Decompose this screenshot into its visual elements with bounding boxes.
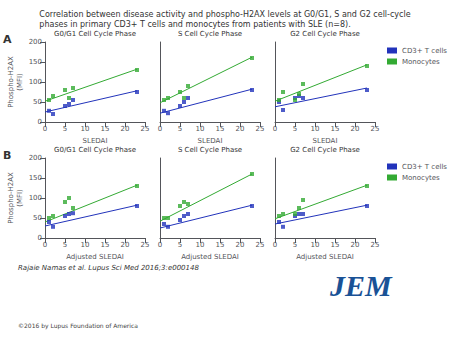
- svg-text:20: 20: [351, 125, 360, 133]
- svg-text:0: 0: [38, 234, 42, 242]
- svg-text:150: 150: [29, 58, 42, 66]
- svg-text:©2016 by Lupus Foundation of A: ©2016 by Lupus Foundation of America: [18, 322, 138, 330]
- svg-text:0: 0: [38, 118, 42, 126]
- svg-text:Adjusted SLEDAI: Adjusted SLEDAI: [66, 253, 124, 261]
- svg-text:S Cell Cycle Phase: S Cell Cycle Phase: [178, 30, 242, 38]
- svg-text:25: 25: [371, 241, 380, 249]
- svg-text:CD3+ T cells: CD3+ T cells: [402, 47, 447, 55]
- svg-text:10: 10: [311, 125, 320, 133]
- svg-text:Monocytes: Monocytes: [402, 174, 440, 182]
- svg-text:5: 5: [63, 241, 67, 249]
- svg-text:25: 25: [141, 241, 150, 249]
- svg-text:SLEDAI: SLEDAI: [198, 137, 223, 145]
- svg-text:15: 15: [216, 241, 225, 249]
- svg-text:50: 50: [33, 214, 42, 222]
- svg-text:100: 100: [29, 194, 42, 202]
- svg-text:CD3+ T cells: CD3+ T cells: [402, 163, 447, 171]
- svg-text:15: 15: [101, 241, 110, 249]
- svg-text:15: 15: [331, 125, 340, 133]
- svg-text:S Cell Cycle Phase: S Cell Cycle Phase: [178, 146, 242, 154]
- svg-text:JEM: JEM: [329, 269, 393, 302]
- svg-text:200: 200: [29, 38, 42, 46]
- svg-text:5: 5: [293, 125, 297, 133]
- svg-text:10: 10: [81, 125, 90, 133]
- svg-text:B: B: [3, 149, 11, 162]
- svg-text:100: 100: [29, 78, 42, 86]
- svg-text:5: 5: [178, 241, 182, 249]
- svg-text:Correlation between disease ac: Correlation between disease activity and…: [39, 10, 410, 19]
- svg-text:(MFI): (MFI): [16, 73, 24, 91]
- svg-text:SLEDAI: SLEDAI: [83, 137, 108, 145]
- svg-text:Monocytes: Monocytes: [402, 58, 440, 66]
- svg-text:15: 15: [101, 125, 110, 133]
- svg-text:0: 0: [43, 241, 47, 249]
- svg-text:Phospho-H2AX: Phospho-H2AX: [7, 172, 15, 224]
- svg-text:15: 15: [331, 241, 340, 249]
- svg-text:5: 5: [63, 125, 67, 133]
- svg-text:Adjusted SLEDAI: Adjusted SLEDAI: [296, 253, 354, 261]
- svg-text:20: 20: [236, 125, 245, 133]
- svg-text:20: 20: [351, 241, 360, 249]
- svg-text:50: 50: [33, 98, 42, 106]
- svg-text:0: 0: [43, 125, 47, 133]
- svg-text:0: 0: [158, 125, 162, 133]
- svg-text:0: 0: [273, 125, 277, 133]
- svg-text:200: 200: [29, 154, 42, 162]
- svg-text:20: 20: [121, 241, 130, 249]
- svg-text:10: 10: [196, 125, 205, 133]
- svg-text:25: 25: [371, 125, 380, 133]
- svg-text:150: 150: [29, 174, 42, 182]
- svg-text:25: 25: [256, 125, 265, 133]
- svg-text:10: 10: [81, 241, 90, 249]
- svg-text:G0/G1 Cell Cycle Phase: G0/G1 Cell Cycle Phase: [54, 146, 136, 154]
- svg-text:25: 25: [256, 241, 265, 249]
- svg-text:5: 5: [178, 125, 182, 133]
- svg-text:20: 20: [121, 125, 130, 133]
- svg-text:25: 25: [141, 125, 150, 133]
- svg-text:(MFI): (MFI): [16, 189, 24, 207]
- svg-text:phases in primary CD3+ T cells: phases in primary CD3+ T cells and monoc…: [39, 20, 350, 29]
- svg-text:Phospho-H2AX: Phospho-H2AX: [7, 56, 15, 108]
- svg-text:10: 10: [196, 241, 205, 249]
- svg-text:A: A: [3, 33, 12, 46]
- svg-text:0: 0: [273, 241, 277, 249]
- svg-text:G2 Cell Cycle Phase: G2 Cell Cycle Phase: [290, 30, 360, 38]
- svg-text:Rajaie Namas et al. Lupus Sci: Rajaie Namas et al. Lupus Sci Med 2016;3…: [18, 264, 199, 272]
- svg-text:Adjusted SLEDAI: Adjusted SLEDAI: [181, 253, 239, 261]
- svg-text:0: 0: [158, 241, 162, 249]
- svg-text:G2 Cell Cycle Phase: G2 Cell Cycle Phase: [290, 146, 360, 154]
- svg-text:15: 15: [216, 125, 225, 133]
- svg-text:10: 10: [311, 241, 320, 249]
- svg-text:20: 20: [236, 241, 245, 249]
- svg-text:5: 5: [293, 241, 297, 249]
- svg-text:SLEDAI: SLEDAI: [313, 137, 338, 145]
- svg-text:G0/G1 Cell Cycle Phase: G0/G1 Cell Cycle Phase: [54, 30, 136, 38]
